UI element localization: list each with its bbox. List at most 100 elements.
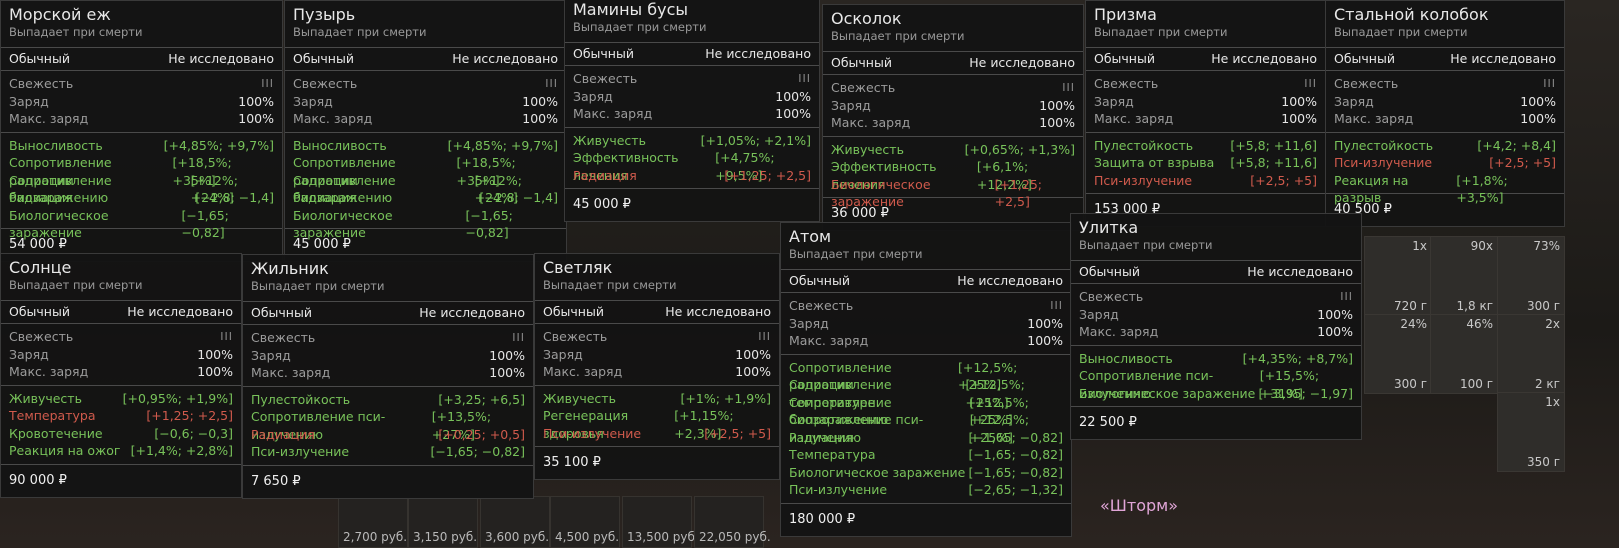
artifact-title: Морской еж: [9, 5, 111, 24]
rarity-label: Обычный: [9, 304, 70, 319]
freshness-bars: III: [512, 331, 525, 344]
charge-value: 100%: [197, 346, 233, 362]
effect-value: [+1,15%; +2,3%]: [674, 408, 734, 441]
freshness-label: Свежесть: [1094, 76, 1159, 91]
drop-note: Выпадает при смерти: [1334, 25, 1468, 39]
effect-row: Сопротивление радиации [+12,5%; +25%]: [781, 359, 1071, 393]
effect-row: Сопротивление пси-излучению [+13,5%; +27%…: [243, 408, 533, 442]
effect-row: Радиация [+1,25; +2,5]: [565, 167, 819, 185]
artifact-title: Призма: [1094, 5, 1157, 24]
drop-note: Выпадает при смерти: [293, 25, 427, 39]
effect-name: Пулестойкость: [1334, 137, 1434, 153]
effect-name: Выносливость: [293, 137, 387, 153]
charge-value: 100%: [1039, 97, 1075, 113]
artifact-title: Осколок: [831, 9, 902, 28]
effect-value: [+1,8%; +3,5%]: [1456, 172, 1508, 206]
max-charge-value: 100%: [238, 111, 274, 126]
charge-label: Заряд: [831, 97, 871, 113]
market-item[interactable]: 3,150 руб.: [408, 496, 478, 548]
effect-name: Регенерация здоровья: [543, 408, 629, 441]
market-item[interactable]: 22,050 руб.: [694, 496, 771, 548]
inventory-slot[interactable]: 73% 300 г: [1497, 236, 1565, 316]
effect-name: Биологическое заражение: [831, 176, 931, 210]
inventory-slot[interactable]: 1x 720 г: [1364, 236, 1432, 316]
effect-row: Пси-излучение [−1,65; −0,82]: [243, 443, 533, 461]
artifact-price: 22 500 ₽: [1079, 415, 1137, 430]
charge-label: Заряд: [9, 346, 49, 362]
freshness-bars: III: [545, 77, 558, 90]
effect-value: [−2,65; −1,32]: [968, 482, 1063, 497]
effect-name: Выносливость: [1079, 350, 1173, 366]
effect-row: Защита от взрыва [+5,8; +11,6]: [1086, 154, 1325, 172]
artifact-tooltip: Светляк Выпадает при смерти Обычный Не иссл…: [534, 253, 780, 480]
effect-row: Пулестойкость [+4,2; +8,4]: [1326, 137, 1564, 155]
effect-name: Пси-излучение: [789, 482, 888, 497]
market-item[interactable]: 2,700 руб.: [338, 496, 408, 548]
effect-value: [+12,5%; +25%]: [969, 412, 1030, 445]
artifact-tooltip: Осколок Выпадает при смерти Обычный Не иссл…: [822, 4, 1084, 231]
effect-value: [+5,8; +11,6]: [1230, 137, 1317, 153]
drop-note: Выпадает при смерти: [1079, 238, 1213, 252]
effect-name: Сопротивление биозаражению: [293, 172, 396, 206]
max-charge-label: Макс. заряд: [573, 106, 653, 121]
charge-value: 100%: [1317, 306, 1353, 322]
inventory-slot[interactable]: 1x 350 г: [1497, 392, 1565, 472]
effect-row: Биологическое заражение [+1,25; +2,5]: [823, 176, 1083, 210]
max-charge-value: 100%: [489, 365, 525, 380]
effect-row: Биологическое заражение [−1,65; −0,82]: [1, 207, 282, 241]
rarity-label: Обычный: [573, 46, 634, 61]
effect-row: Сопротивление радиации [+18,5%; +35%]: [1, 154, 282, 188]
slot-count: 1x: [1412, 239, 1427, 253]
market-item[interactable]: 4,500 руб.: [550, 496, 620, 548]
freshness-bars: III: [758, 330, 771, 343]
rarity-label: Обычный: [543, 304, 604, 319]
freshness-label: Свежесть: [1334, 76, 1399, 91]
effect-value: [+1,05%; +2,1%]: [700, 132, 811, 148]
effect-row: Пулестойкость [+3,25; +6,5]: [243, 391, 533, 409]
effect-row: Сопротивление пси-излучению [+15,5%; +31%…: [1071, 367, 1361, 401]
effect-value: [+0,65%; +1,3%]: [964, 141, 1075, 157]
effect-row: Радиация [−2,8; −1,4]: [1, 189, 282, 207]
effect-value: [+12,5%; +25%]: [969, 394, 1029, 428]
max-charge-label: Макс. заряд: [9, 111, 89, 126]
drop-note: Выпадает при смерти: [9, 25, 143, 39]
rarity-label: Обычный: [9, 51, 70, 66]
drop-note: Выпадает при смерти: [543, 278, 677, 292]
market-item[interactable]: 3,600 руб.: [480, 496, 550, 548]
effect-row: Сопротивление пси-излучению [+12,5%; +25%…: [781, 411, 1071, 445]
effect-value: [−1,65; −0,82]: [968, 447, 1063, 462]
charge-label: Заряд: [293, 93, 333, 109]
market-item[interactable]: 13,500 руб.: [622, 496, 699, 548]
artifact-title: Мамины бусы: [573, 0, 689, 19]
freshness-bars: III: [1050, 299, 1063, 312]
effect-name: Сопротивление радиации: [9, 155, 112, 188]
slot-weight: 350 г: [1526, 455, 1560, 469]
effect-row: Регенерация здоровья [+1,15%; +2,3%]: [535, 407, 779, 441]
inventory-slot[interactable]: 24% 300 г: [1364, 314, 1432, 394]
research-status: Не исследовано: [452, 51, 558, 66]
effect-row: Сопротивление биозаражению [+12%; +24%]: [285, 172, 566, 206]
effect-name: Пси-излучение: [1094, 172, 1193, 188]
effect-name: Сопротивление пси-излучению: [789, 412, 924, 445]
effect-value: [−1,65; −0,82]: [465, 207, 513, 241]
inventory-slot[interactable]: 2x 2 кг: [1497, 314, 1565, 394]
inventory-slot[interactable]: 90x 1,8 кг: [1430, 236, 1498, 316]
max-charge-label: Макс. заряд: [9, 364, 89, 379]
effect-name: Биологическое заражение: [1079, 385, 1256, 401]
max-charge-label: Макс. заряд: [251, 365, 331, 380]
charge-value: 100%: [238, 93, 274, 109]
effect-value: [+1,25; +2,5]: [724, 167, 811, 183]
artifact-title: Солнце: [9, 258, 72, 277]
max-charge-label: Макс. заряд: [789, 333, 869, 348]
artifact-price: 45 000 ₽: [573, 197, 631, 212]
effect-name: Температура: [9, 408, 96, 423]
charge-label: Заряд: [543, 346, 583, 362]
charge-value: 100%: [1281, 93, 1317, 109]
max-charge-value: 100%: [1039, 115, 1075, 130]
effect-row: Биологическое заражение [−3,95; −1,97]: [1071, 385, 1361, 403]
effect-name: Сопротивление радиации: [293, 155, 396, 188]
inventory-slot[interactable]: 46% 100 г: [1430, 314, 1498, 394]
drop-note: Выпадает при смерти: [251, 279, 385, 293]
artifact-title: Стальной колобок: [1334, 5, 1489, 24]
effect-row: Температура [+1,25; +2,5]: [1, 407, 241, 425]
